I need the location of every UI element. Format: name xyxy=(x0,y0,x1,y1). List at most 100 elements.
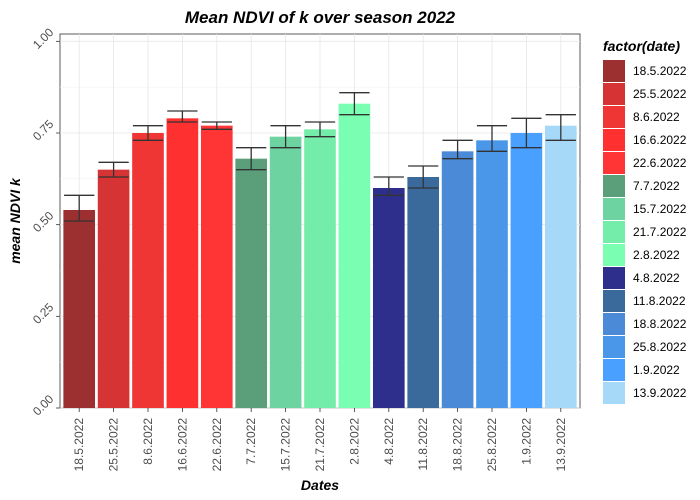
x-tick-label: 1.9.2022 xyxy=(519,418,533,465)
legend-swatch xyxy=(603,152,625,174)
bar xyxy=(235,158,268,408)
bar xyxy=(407,177,440,408)
error-bar xyxy=(98,161,129,178)
x-tick-label: 21.7.2022 xyxy=(313,418,327,472)
legend-label: 8.6.2022 xyxy=(633,110,680,124)
legend-label: 18.8.2022 xyxy=(633,317,687,331)
bar xyxy=(200,125,233,409)
error-bar xyxy=(339,92,370,116)
legend-item: 2.8.2022 xyxy=(603,244,680,266)
y-tick-label: 0.75 xyxy=(30,117,57,144)
legend-swatch xyxy=(603,221,625,243)
x-tick-label: 25.8.2022 xyxy=(485,418,499,472)
legend-item: 8.6.2022 xyxy=(603,106,680,128)
legend-item: 4.8.2022 xyxy=(603,267,680,289)
bar xyxy=(338,103,371,409)
legend-item: 21.7.2022 xyxy=(603,221,687,243)
legend-label: 11.8.2022 xyxy=(633,294,686,308)
error-bar xyxy=(236,147,267,171)
error-bar xyxy=(64,194,95,222)
legend-label: 13.9.2022 xyxy=(633,386,687,400)
error-bar xyxy=(476,125,508,152)
error-bar xyxy=(270,125,301,149)
legend-swatch xyxy=(603,313,625,335)
legend-items: 18.5.2022 25.5.2022 8.6.2022 16.6.2022 22.6.… xyxy=(603,60,687,404)
bar xyxy=(372,188,405,408)
chart-title: Mean NDVI of k over season 2022 xyxy=(185,8,456,27)
x-axis-ticks: 18.5.2022 25.5.2022 8.6.2022 16.6.2022 22.6.… xyxy=(72,408,568,471)
legend-item: 16.6.2022 xyxy=(603,129,687,151)
legend-item: 25.8.2022 xyxy=(603,336,687,358)
legend-swatch xyxy=(603,106,625,128)
error-bar xyxy=(442,139,473,160)
x-tick-label: 13.9.2022 xyxy=(554,418,568,472)
legend-item: 11.8.2022 xyxy=(603,290,686,312)
x-tick-label: 15.7.2022 xyxy=(279,418,293,472)
y-tick-label: 0.00 xyxy=(30,392,57,419)
error-bar xyxy=(167,110,198,123)
legend-label: 21.7.2022 xyxy=(633,225,687,239)
legend-swatch xyxy=(603,290,625,312)
legend-label: 16.6.2022 xyxy=(633,133,687,147)
x-tick-label: 18.8.2022 xyxy=(451,418,465,472)
legend-label: 7.7.2022 xyxy=(633,179,680,193)
legend-label: 22.6.2022 xyxy=(633,156,687,170)
legend-label: 25.8.2022 xyxy=(633,340,687,354)
bar xyxy=(269,136,302,408)
x-tick-label: 18.5.2022 xyxy=(72,418,86,472)
error-bar xyxy=(201,121,232,130)
bars xyxy=(63,103,577,409)
legend-swatch xyxy=(603,175,625,197)
x-tick-label: 7.7.2022 xyxy=(244,418,258,465)
legend-swatch xyxy=(603,382,625,404)
legend-swatch xyxy=(603,267,625,289)
error-bar xyxy=(408,165,439,189)
x-tick-label: 4.8.2022 xyxy=(382,418,396,465)
bar xyxy=(441,151,474,409)
bar xyxy=(132,133,164,408)
bar xyxy=(544,125,577,409)
legend-item: 18.5.2022 xyxy=(603,60,687,82)
error-bar xyxy=(132,125,164,141)
legend-title: factor(date) xyxy=(603,38,680,54)
y-tick-label: 0.25 xyxy=(30,300,57,327)
error-bars xyxy=(64,92,576,222)
x-tick-label: 25.5.2022 xyxy=(107,418,121,472)
legend-swatch xyxy=(603,129,625,151)
legend-label: 18.5.2022 xyxy=(633,64,687,78)
legend-item: 15.7.2022 xyxy=(603,198,687,220)
x-tick-label: 22.6.2022 xyxy=(210,418,224,472)
y-axis-ticks: 0.00 0.25 0.50 0.75 1.00 xyxy=(30,25,60,418)
error-bar xyxy=(304,121,336,138)
legend-item: 1.9.2022 xyxy=(603,359,680,381)
legend: factor(date) 18.5.202225.5.20228.6.20221… xyxy=(603,38,687,404)
legend-swatch xyxy=(603,60,625,82)
error-bar xyxy=(545,114,576,141)
x-tick-label: 8.6.2022 xyxy=(141,418,155,465)
legend-label: 25.5.2022 xyxy=(633,87,687,101)
bar xyxy=(97,169,130,408)
x-tick-label: 16.6.2022 xyxy=(175,418,189,472)
y-axis-title: mean NDVI k xyxy=(7,177,23,264)
legend-swatch xyxy=(603,359,625,381)
bar xyxy=(166,118,199,408)
legend-label: 15.7.2022 xyxy=(633,202,687,216)
error-bar xyxy=(511,117,542,149)
legend-label: 2.8.2022 xyxy=(633,248,680,262)
y-tick-label: 0.50 xyxy=(30,208,57,235)
legend-swatch xyxy=(603,244,625,266)
legend-item: 25.5.2022 xyxy=(603,83,687,105)
x-tick-label: 11.8.2022 xyxy=(416,418,430,471)
error-bar xyxy=(373,176,404,196)
bar xyxy=(304,129,336,409)
y-tick-label: 1.00 xyxy=(30,25,57,52)
bar xyxy=(476,140,508,409)
x-tick-label: 2.8.2022 xyxy=(347,418,361,465)
legend-swatch xyxy=(603,83,625,105)
bar xyxy=(510,133,543,408)
legend-item: 7.7.2022 xyxy=(603,175,680,197)
legend-item: 22.6.2022 xyxy=(603,152,687,174)
legend-item: 13.9.2022 xyxy=(603,382,687,404)
legend-swatch xyxy=(603,336,625,358)
